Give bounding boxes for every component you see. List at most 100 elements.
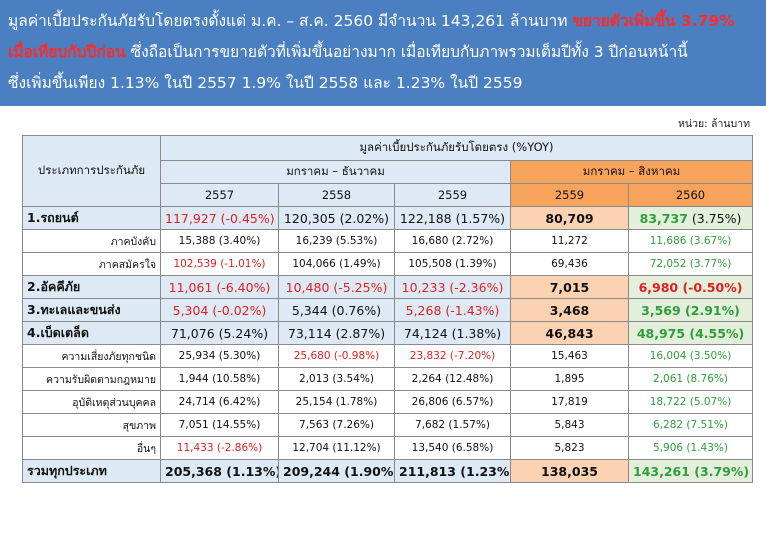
value-cell: 5,344 (0.76%) (278, 298, 395, 322)
value-text: 25,934 (5.30%) (178, 350, 261, 362)
value-text: 48,975 (4.55%) (636, 325, 745, 341)
value-cell: 2,013 (3.54%) (278, 367, 395, 391)
value-cell: 73,114 (2.87%) (278, 321, 395, 345)
value-text: 5,823 (554, 442, 585, 454)
category-row: 3.ทะเลและขนส่ง 5,304 (-0.02%) 5,344 (0.76%… (22, 298, 754, 322)
subcategory-row: อื่นๆ 11,433 (-2.86%) 12,704 (11.12%) 13,54… (22, 436, 754, 460)
value-cell: 25,154 (1.78%) (278, 390, 395, 414)
value-cell: 16,004 (3.50%) (627, 344, 754, 368)
value-text: 16,680 (2.72%) (411, 235, 494, 247)
value-cell: 6,980 (-0.50%) (627, 275, 754, 299)
subcategory-row: ภาคสมัครใจ 102,539 (-1.01%) 104,066 (1.49%… (22, 252, 754, 276)
row-label: อื่นๆ (22, 436, 161, 460)
value-cell: 211,813 (1.23%) (394, 459, 511, 483)
value-text: 16,239 (5.53%) (295, 235, 378, 247)
year-header: 2560 (627, 183, 754, 207)
value-cell: 17,819 (510, 390, 629, 414)
value-text: 11,433 (-2.86%) (176, 442, 263, 454)
year-header: 2559 (394, 183, 511, 207)
category-row: 2.อัคคีภัย 11,061 (-6.40%) 10,480 (-5.25%)… (22, 275, 754, 299)
value-cell: 11,433 (-2.86%) (160, 436, 279, 460)
value-text: 7,051 (14.55%) (178, 419, 261, 431)
value-text: 138,035 (541, 463, 598, 479)
row-label: สุขภาพ (22, 413, 161, 437)
jan-aug-period-header: มกราคม – สิงหาคม (509, 160, 754, 184)
value-text: 80,709 (545, 210, 594, 226)
comparison-highlight: เมื่อเทียบกับปีก่อน (8, 43, 126, 61)
insurance-type-header: ประเภทการประกันภัย (22, 135, 161, 207)
value-text: 72,052 (3.77%) (649, 258, 732, 270)
value-text: 7,563 (7.26%) (299, 419, 374, 431)
value-cell: 138,035 (510, 459, 629, 483)
value-cell: 209,244 (1.90%) (278, 459, 395, 483)
value-text: 7,682 (1.57%) (415, 419, 490, 431)
value-text: 1,895 (554, 373, 585, 385)
value-text: 6,980 (-0.50%) (638, 279, 743, 295)
value-text: 17,819 (551, 396, 588, 408)
row-label: อุบัติเหตุส่วนบุคคล (22, 390, 161, 414)
row-label: ความเสี่ยงภัยทุกชนิด (22, 344, 161, 368)
value-text: 16,004 (3.50%) (649, 350, 732, 362)
value-cell: 15,388 (3.40%) (160, 229, 279, 253)
value-text: 69,436 (551, 258, 588, 270)
value-cell: 13,540 (6.58%) (394, 436, 511, 460)
value-text: 15,463 (551, 350, 588, 362)
premium-value-header: มูลค่าเบี้ยประกันภัยรับโดยตรง (%YOY) (159, 135, 754, 161)
value-text: 73,114 (2.87%) (287, 325, 386, 341)
value-text: 3,569 (2.91%) (641, 302, 740, 318)
value-cell: 3,468 (510, 298, 629, 322)
unit-label: หน่วย: ล้านบาท (677, 118, 750, 130)
value-cell: 1,944 (10.58%) (160, 367, 279, 391)
value-text: 105,508 (1.39%) (408, 258, 497, 270)
value-cell: 1,895 (510, 367, 629, 391)
row-label: 3.ทะเลและขนส่ง (22, 298, 161, 322)
value-text: 211,813 (1.23%) (399, 463, 511, 479)
value-text: 5,843 (554, 419, 585, 431)
value-text: 74,124 (1.38%) (403, 325, 502, 341)
value-cell: 122,188 (1.57%) (394, 206, 511, 230)
value-cell: 74,124 (1.38%) (394, 321, 511, 345)
value-text: 7,015 (549, 279, 590, 295)
value-cell: 11,061 (-6.40%) (160, 275, 279, 299)
category-row: 4.เบ็ดเตล็ด 71,076 (5.24%) 73,114 (2.87%) 7… (22, 321, 754, 345)
value-text: 2,061 (8.76%) (653, 373, 728, 385)
value-cell: 5,823 (510, 436, 629, 460)
value-cell: 117,927 (-0.45%) (160, 206, 279, 230)
row-label: ภาคบังคับ (22, 229, 161, 253)
value-text: 2,264 (12.48%) (411, 373, 494, 385)
value-cell: 26,806 (6.57%) (394, 390, 511, 414)
row-label: 1.รถยนต์ (22, 206, 161, 230)
value-cell: 104,066 (1.49%) (278, 252, 395, 276)
value-text: 83,737 (639, 210, 688, 226)
value-text: 10,480 (-5.25%) (285, 279, 388, 295)
value-text: 2,013 (3.54%) (299, 373, 374, 385)
year-header: 2558 (278, 183, 395, 207)
value-text: 18,722 (5.07%) (649, 396, 732, 408)
row-label: รวมทุกประเภท (22, 459, 161, 483)
row-label: 4.เบ็ดเตล็ด (22, 321, 161, 345)
value-text: 122,188 (1.57%) (399, 210, 506, 226)
value-text: 15,388 (3.40%) (178, 235, 261, 247)
value-text: 205,368 (1.13%) (165, 463, 279, 479)
value-cell: 80,709 (510, 206, 629, 230)
value-text: 25,680 (-0.98%) (293, 350, 380, 362)
value-text: 1,944 (10.58%) (178, 373, 261, 385)
value-cell: 16,680 (2.72%) (394, 229, 511, 253)
value-text: 71,076 (5.24%) (170, 325, 269, 341)
summary-text: ซึ่งถือเป็นการขยายตัวที่เพิ่มขึ้นอย่างมา… (125, 43, 688, 61)
value-cell: 143,261 (3.79%) (627, 459, 754, 483)
value-text: 23,832 (-7.20%) (409, 350, 496, 362)
value-text: 11,272 (551, 235, 588, 247)
value-text: 26,806 (6.57%) (411, 396, 494, 408)
value-text: 25,154 (1.78%) (295, 396, 378, 408)
subcategory-row: ความรับผิดตามกฎหมาย 1,944 (10.58%) 2,013 (… (22, 367, 754, 391)
value-cell: 2,264 (12.48%) (394, 367, 511, 391)
summary-line-1: มูลค่าเบี้ยประกันภัยรับโดยตรงตั้งแต่ ม.ค… (8, 6, 758, 37)
premium-table: ประเภทการประกันภัย มูลค่าเบี้ยประกันภัยร… (22, 135, 754, 483)
value-cell: 11,686 (3.67%) (627, 229, 754, 253)
summary-banner: มูลค่าเบี้ยประกันภัยรับโดยตรงตั้งแต่ ม.ค… (0, 0, 766, 106)
value-cell: 10,233 (-2.36%) (394, 275, 511, 299)
value-cell: 7,563 (7.26%) (278, 413, 395, 437)
value-cell: 105,508 (1.39%) (394, 252, 511, 276)
summary-line-2: เมื่อเทียบกับปีก่อน ซึ่งถือเป็นการขยายตั… (8, 37, 758, 68)
